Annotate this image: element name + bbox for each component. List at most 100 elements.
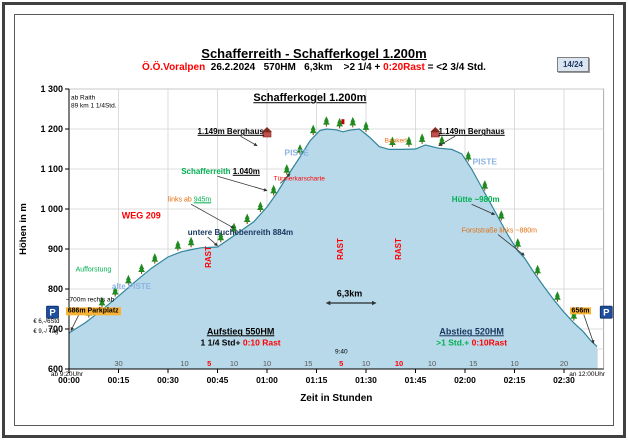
segment-minute-label: 5 [207,359,211,368]
x-tick-label: 00:45 [207,375,229,385]
tree-icon [389,136,396,147]
tree-icon [362,121,370,132]
note-abstieg-zeit-part: >1 Std.+ [436,337,472,348]
tree-icon [174,240,182,251]
pointer-arrow [70,314,80,332]
tree-icon [464,151,472,162]
axes: 600 700 800 900 1 000 1 100 1 200 1 300 00:00 00:… [40,84,605,385]
note-buchebenreith: untere Buchebenreith 884m [187,227,294,237]
segment-minute-label: 10 [395,359,403,368]
tree-icon [418,133,426,144]
tree-icon [243,213,251,224]
y-tick-label: 1 300 [40,84,63,94]
y-tick-label: 900 [48,244,63,254]
pointer-arrow [217,175,268,192]
tree-icon [270,184,277,196]
parking-icon-left: P [46,305,59,319]
y-axis-title: Höhen in m [18,203,29,255]
x-tick-label: 02:00 [454,375,476,385]
x-tick-label: 01:15 [306,375,328,385]
note-forststrasse: Forststraße links ~880m [461,226,537,234]
tree-icon [349,116,357,128]
pointer-arrow [207,236,218,247]
chart-subtitle-part: 0:20Rast [383,62,425,73]
hut-icon [262,127,272,138]
segment-minute-label: 10 [362,359,370,368]
end-time-label: an 12:00Uhr [569,371,606,378]
note-parking-fee-2: € 9,-/ Tag [33,328,59,335]
segment-minutes: 30 10 5 10 10 15 5 10 10 10 15 10 20 [114,359,568,368]
y-tick-label: 600 [48,364,63,374]
tree-icon [217,231,225,243]
tree-icon [111,286,119,297]
y-tick-label: 1 000 [40,204,63,214]
note-ab-raith-line2: 89 km 1 1/4Std. [71,102,117,110]
note-alte-piste: alte PISTE [111,281,152,291]
pointer-arrow [583,314,595,344]
parking-icon-right: P [599,305,613,319]
note-tuermerkarscharte: Türmerkarscharte [273,175,325,183]
tree-icon [296,144,304,155]
y-tick-label: 1 200 [40,124,63,134]
x-tick-label: 02:30 [553,375,575,385]
x-tick-label: 01:00 [256,375,278,385]
pointer-arrow [240,135,258,147]
tree-icon [187,236,195,248]
tree-icon [257,201,264,212]
pointer-arrow [471,203,496,215]
x-tick-label: 00:30 [157,375,179,385]
chart-header: Schafferreith - Schafferkogel 1.200m Ö.Ö… [15,15,613,79]
note-rechts-ab-700: ~700m rechts ab [65,296,115,304]
tree-icon [138,263,145,274]
segment-minute-label: 5 [339,359,343,368]
note-ab-raith-line1: ab Raith [71,94,96,102]
tree-icon [481,180,489,191]
note-schafferreith: Schafferreith 1.040m [181,167,260,176]
note-aufstieg-zeit-part: 1 1/4 Std+ [200,337,243,348]
x-tick-label: 01:45 [405,375,427,385]
pointer-arrow [279,173,291,184]
note-berghaus-east: 1.149m Berghaus [438,126,505,136]
pointer-arrow [190,203,235,229]
x-tick-label: 00:00 [58,375,80,385]
note-distance-6-3km: 6,3km [336,288,363,299]
note-abstieg-zeit: >1 Std.+ 0:10Rast [436,338,507,347]
tree-icon [336,117,343,129]
pointer-arrow [438,135,456,147]
page-number-badge: 14/24 [556,57,589,72]
y-tick-label: 700 [48,324,63,334]
note-links-ab-945-part: links ab [168,196,194,204]
tree-icon [554,291,561,302]
note-piste-ascent: PISTE [284,147,309,158]
plot-summit-title: Schafferkogel 1.200m [253,92,367,105]
segment-minute-label: 10 [180,359,188,368]
note-aufstieg-zeit: 1 1/4 Std+ 0:10 Rast [201,338,281,347]
pointer-arrows [70,135,595,344]
segment-minute-label: 10 [428,359,436,368]
pointer-arrow [497,234,525,256]
elevation-line [68,128,598,348]
tree-icon [497,210,505,221]
note-time-940: 9:40 [334,348,348,356]
plot-area: 600 700 800 900 1 000 1 100 1 200 1 300 00:00 00:… [15,79,613,411]
elevation-area [69,129,597,369]
tree-icon [514,238,522,249]
x-tick-label: 00:15 [108,375,130,385]
note-weg-209: WEG 209 [121,210,161,221]
y-tick-label: 1 100 [40,164,63,174]
note-berghaus-west: 1.149m Berghaus [197,126,264,136]
segment-minute-label: 10 [263,359,271,368]
note-rast-3: RAST [393,238,403,260]
tree-icon [534,264,541,276]
chart-subtitle-part: >2 1/4 + [343,62,384,73]
chart-subtitle-part: = <2 3/4 Std. [424,62,486,73]
note-parking-fee-1: € 6,-/6Std [33,318,60,325]
chart-subtitle-part: 26.2.2024 570HM 6,3km [205,62,344,73]
note-aufstieg-hm: Aufstieg 550HM [206,326,275,337]
tree-icon [323,116,330,127]
note-endpoint-656m: 656m [569,306,592,315]
segment-minute-label: 30 [114,359,122,368]
svg-text:P: P [49,308,56,319]
tree-icon [151,253,159,264]
svg-text:P: P [603,308,610,319]
